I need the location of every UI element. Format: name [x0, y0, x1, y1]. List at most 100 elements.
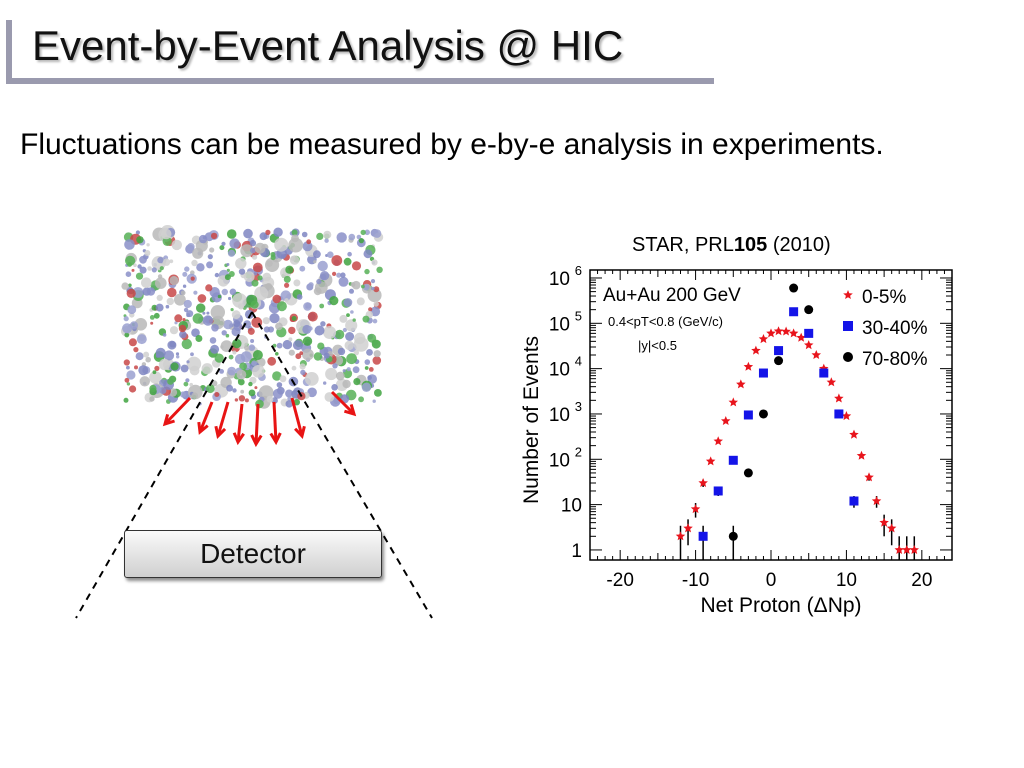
particle — [152, 370, 157, 375]
particle — [373, 286, 380, 293]
particle — [285, 389, 294, 398]
data-point — [864, 472, 874, 482]
particle — [248, 344, 256, 352]
particle — [196, 263, 205, 272]
data-point — [804, 340, 814, 350]
particle — [128, 283, 132, 288]
data-point — [804, 305, 814, 315]
data-point — [849, 496, 859, 506]
particle — [232, 350, 237, 355]
data-point — [721, 416, 731, 425]
particle — [284, 282, 290, 288]
particle — [126, 382, 131, 386]
data-point — [758, 368, 768, 378]
particle — [353, 378, 361, 386]
legend-label: 70-80% — [862, 349, 928, 370]
data-point — [843, 352, 853, 362]
citation-year: (2010) — [772, 234, 831, 256]
particle — [254, 386, 258, 390]
data-point — [728, 455, 738, 465]
particle — [339, 314, 348, 323]
data-point — [758, 334, 769, 344]
particle — [272, 388, 283, 399]
data-point — [909, 544, 919, 554]
arrow-head — [250, 434, 263, 448]
particle — [166, 297, 174, 306]
data-point — [789, 283, 799, 293]
particle — [190, 352, 194, 357]
particle — [350, 282, 356, 287]
particle — [272, 343, 277, 348]
particle — [179, 330, 187, 339]
particle — [124, 332, 130, 338]
particle — [180, 290, 186, 296]
particle — [244, 345, 250, 351]
data-point — [843, 290, 853, 299]
particle-arrow — [163, 396, 192, 426]
data-point — [902, 544, 912, 554]
particle — [252, 350, 263, 360]
series-star — [675, 326, 919, 560]
particle — [304, 372, 319, 386]
particle — [331, 255, 343, 266]
particle — [274, 237, 289, 252]
particle — [344, 340, 354, 351]
particle — [159, 266, 164, 271]
data-point — [705, 456, 716, 466]
particle — [149, 371, 162, 384]
particle — [165, 304, 170, 309]
particle — [183, 381, 189, 387]
particle-arrow — [254, 403, 260, 445]
particle — [149, 315, 155, 320]
particle — [335, 371, 345, 381]
particle — [252, 262, 263, 273]
particle — [324, 392, 335, 402]
particle — [266, 395, 274, 403]
arrow-head — [214, 425, 227, 440]
arrow-head — [269, 432, 282, 446]
particle — [243, 320, 252, 328]
particle — [121, 282, 129, 290]
particle — [187, 243, 195, 251]
particle — [221, 288, 228, 296]
particle — [202, 311, 206, 315]
particle — [265, 257, 280, 272]
particle — [227, 249, 236, 257]
particle — [192, 313, 204, 324]
particle — [240, 244, 254, 258]
particle — [243, 271, 255, 282]
particle — [259, 232, 268, 241]
x-axis-label: Net Proton (ΔNp) — [700, 594, 861, 617]
particle — [367, 375, 372, 380]
particle — [223, 319, 233, 330]
particle — [211, 324, 219, 332]
legend-label: 30-40% — [862, 318, 928, 339]
particle — [128, 338, 137, 347]
particle — [320, 274, 327, 281]
particle — [363, 284, 370, 291]
particle — [124, 239, 135, 250]
arrow-head — [197, 421, 209, 435]
particle — [360, 229, 366, 236]
particle — [233, 320, 241, 328]
particle — [371, 259, 378, 266]
particle — [336, 272, 342, 278]
particle — [301, 231, 308, 238]
y-tick-label: 10 — [549, 314, 570, 335]
particle — [323, 230, 332, 239]
particle — [358, 238, 364, 244]
particle — [313, 260, 317, 264]
particle — [137, 264, 142, 269]
particle — [146, 243, 150, 247]
particle — [196, 303, 206, 313]
particle — [291, 316, 297, 321]
particle — [250, 339, 255, 343]
particle — [169, 276, 179, 286]
particle — [272, 371, 282, 381]
particle — [323, 352, 330, 359]
particle — [130, 321, 138, 330]
particle — [316, 278, 322, 285]
data-point — [774, 346, 784, 356]
particle — [347, 251, 352, 257]
particle — [371, 339, 378, 346]
